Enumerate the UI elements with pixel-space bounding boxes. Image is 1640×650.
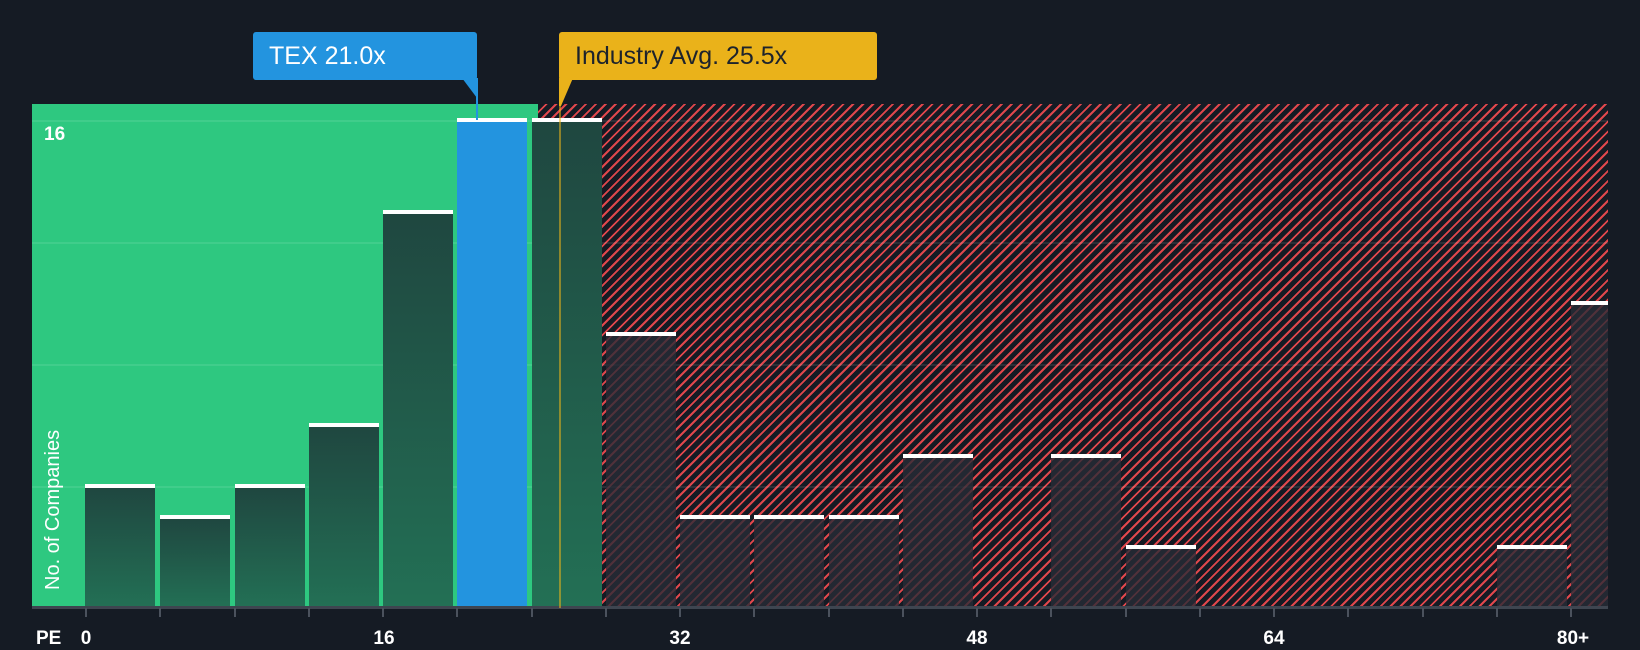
x-tick-label-64: 64 [1263, 628, 1285, 649]
histogram-bar [531, 118, 602, 608]
x-tick [1050, 608, 1053, 617]
histogram-bar [605, 331, 676, 608]
histogram-bar [383, 209, 453, 608]
histogram-bar [234, 484, 305, 608]
y-tick-label-16: 16 [44, 124, 66, 145]
histogram-bar [680, 514, 750, 608]
y-axis-title: No. of Companies [42, 429, 64, 590]
histogram-bar [754, 514, 825, 608]
gridline-4 [32, 486, 1608, 488]
x-tick-label-16: 16 [373, 628, 395, 649]
x-tick [456, 608, 459, 617]
x-tick [753, 608, 756, 617]
x-axis-title: PE [36, 628, 62, 649]
x-tick-label-32: 32 [669, 628, 691, 649]
x-tick [679, 608, 681, 617]
x-tick [1273, 608, 1275, 617]
gridline-8 [32, 364, 1608, 366]
plot-area [32, 104, 1608, 608]
x-tick [827, 608, 830, 617]
x-tick [159, 608, 162, 617]
x-tick [1347, 608, 1350, 617]
histogram-bar [828, 514, 899, 608]
histogram-bar [902, 453, 973, 608]
histogram-bar [308, 423, 379, 608]
industry-average-callout: Industry Avg. 25.5x [559, 32, 877, 80]
x-tick [85, 608, 87, 617]
company-pe-callout: TEX 21.0x [253, 32, 477, 80]
x-tick [382, 608, 384, 617]
x-tick [233, 608, 236, 617]
industry-average-label: Industry Avg. 25.5x [575, 42, 788, 70]
x-tick [1570, 608, 1572, 617]
x-tick-label-80-plus: 80+ [1556, 628, 1590, 649]
x-tick [604, 608, 607, 617]
histogram-bar [1571, 301, 1608, 608]
histogram-bar [1125, 545, 1196, 608]
company-pe-label: TEX 21.0x [269, 42, 386, 70]
gridline-16 [32, 120, 1608, 122]
x-tick [1421, 608, 1424, 617]
x-tick [1124, 608, 1127, 617]
x-tick [307, 608, 310, 617]
histogram-bar [160, 514, 231, 608]
x-tick [1495, 608, 1498, 617]
histogram-bar [1051, 453, 1122, 608]
x-tick-label-48: 48 [966, 628, 988, 649]
industry-callout-pointer-icon [559, 78, 573, 106]
x-tick [530, 608, 533, 617]
x-axis-line [32, 606, 1608, 609]
histogram-bar [1496, 545, 1567, 608]
histogram-bar [85, 484, 155, 608]
x-tick-label-0: 0 [80, 628, 92, 649]
company-callout-pointer-icon [462, 78, 478, 120]
x-tick [901, 608, 904, 617]
gridline-12 [32, 242, 1608, 244]
company-bin-bar [457, 118, 528, 608]
industry-average-marker-line [559, 104, 561, 608]
x-tick [1198, 608, 1201, 617]
x-tick [976, 608, 978, 617]
